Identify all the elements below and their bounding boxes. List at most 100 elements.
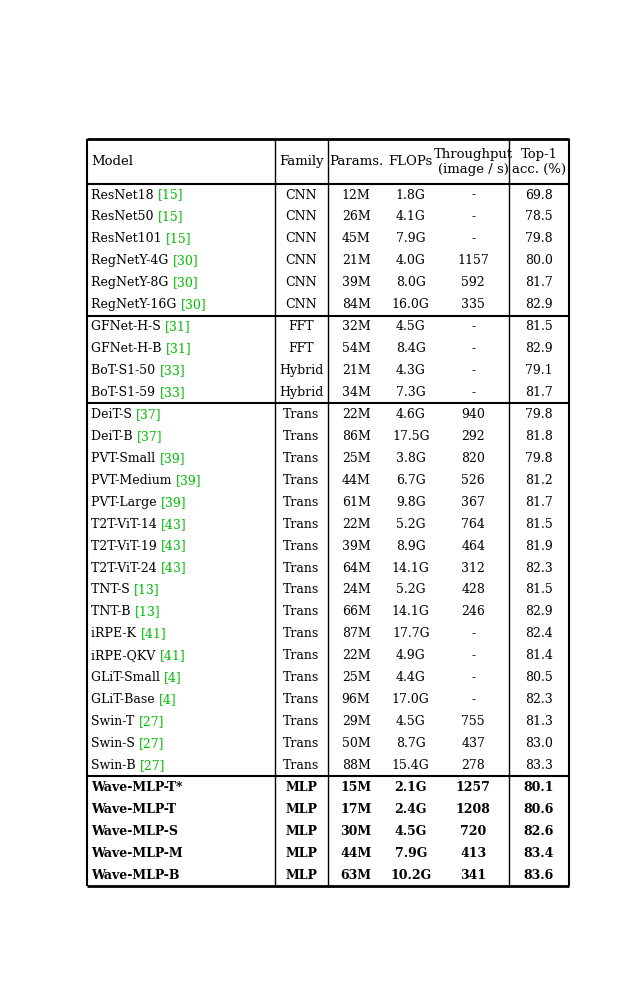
Text: iRPE-QKV: iRPE-QKV xyxy=(92,649,160,662)
Text: 755: 755 xyxy=(461,715,485,728)
Text: 22M: 22M xyxy=(342,518,371,531)
Text: RegNetY-16G: RegNetY-16G xyxy=(92,298,180,311)
Text: 25M: 25M xyxy=(342,671,371,684)
Text: -: - xyxy=(471,364,476,377)
Text: [30]: [30] xyxy=(173,254,198,267)
Text: PVT-Medium: PVT-Medium xyxy=(92,474,176,487)
Text: 367: 367 xyxy=(461,496,485,509)
Text: 22M: 22M xyxy=(342,408,371,421)
Text: Model: Model xyxy=(92,155,133,168)
Text: MLP: MLP xyxy=(285,803,317,816)
Text: 50M: 50M xyxy=(342,737,371,750)
Text: 83.3: 83.3 xyxy=(525,759,553,772)
Text: 83.0: 83.0 xyxy=(525,737,553,750)
Text: Trans: Trans xyxy=(284,583,319,596)
Text: Trans: Trans xyxy=(284,627,319,640)
Text: FFT: FFT xyxy=(289,342,314,355)
Text: 2.4G: 2.4G xyxy=(394,803,427,816)
Text: 82.4: 82.4 xyxy=(525,627,553,640)
Text: -: - xyxy=(471,671,476,684)
Text: 9.8G: 9.8G xyxy=(396,496,426,509)
Text: 39M: 39M xyxy=(342,276,371,289)
Text: 87M: 87M xyxy=(342,627,371,640)
Text: CNN: CNN xyxy=(285,210,317,223)
Text: 17.7G: 17.7G xyxy=(392,627,429,640)
Text: 79.8: 79.8 xyxy=(525,452,553,465)
Text: [39]: [39] xyxy=(161,496,187,509)
Text: 17M: 17M xyxy=(340,803,372,816)
Text: PVT-Small: PVT-Small xyxy=(92,452,159,465)
Text: 5.2G: 5.2G xyxy=(396,518,426,531)
Text: MLP: MLP xyxy=(285,825,317,838)
Text: FFT: FFT xyxy=(289,320,314,333)
Text: CNN: CNN xyxy=(285,298,317,311)
Text: -: - xyxy=(471,693,476,706)
Text: 79.8: 79.8 xyxy=(525,408,553,421)
Text: [39]: [39] xyxy=(176,474,202,487)
Text: [27]: [27] xyxy=(140,737,164,750)
Text: 246: 246 xyxy=(461,605,485,618)
Text: Trans: Trans xyxy=(284,715,319,728)
Text: 82.6: 82.6 xyxy=(524,825,554,838)
Text: Trans: Trans xyxy=(284,562,319,575)
Text: Swin-B: Swin-B xyxy=(92,759,140,772)
Text: ResNet101: ResNet101 xyxy=(92,232,166,245)
Text: 30M: 30M xyxy=(340,825,372,838)
Text: Trans: Trans xyxy=(284,737,319,750)
Text: BoT-S1-59: BoT-S1-59 xyxy=(92,386,159,399)
Text: 764: 764 xyxy=(461,518,485,531)
Text: GFNet-H-S: GFNet-H-S xyxy=(92,320,165,333)
Text: BoT-S1-50: BoT-S1-50 xyxy=(92,364,159,377)
Text: T2T-ViT-14: T2T-ViT-14 xyxy=(92,518,161,531)
Text: 25M: 25M xyxy=(342,452,371,465)
Text: 22M: 22M xyxy=(342,649,371,662)
Text: 437: 437 xyxy=(461,737,485,750)
Text: 278: 278 xyxy=(461,759,485,772)
Text: [15]: [15] xyxy=(166,232,191,245)
Text: Top-1
acc. (%): Top-1 acc. (%) xyxy=(512,148,566,176)
Text: 8.4G: 8.4G xyxy=(396,342,426,355)
Text: 4.6G: 4.6G xyxy=(396,408,426,421)
Text: 526: 526 xyxy=(461,474,485,487)
Text: 16.0G: 16.0G xyxy=(392,298,429,311)
Text: 14.1G: 14.1G xyxy=(392,605,429,618)
Text: 5.2G: 5.2G xyxy=(396,583,426,596)
Text: 82.9: 82.9 xyxy=(525,605,553,618)
Text: 82.9: 82.9 xyxy=(525,342,553,355)
Text: 21M: 21M xyxy=(342,364,371,377)
Text: Trans: Trans xyxy=(284,649,319,662)
Text: 940: 940 xyxy=(461,408,485,421)
Text: CNN: CNN xyxy=(285,276,317,289)
Text: 6.7G: 6.7G xyxy=(396,474,426,487)
Text: -: - xyxy=(471,649,476,662)
Text: FLOPs: FLOPs xyxy=(388,155,433,168)
Text: -: - xyxy=(471,342,476,355)
Text: Trans: Trans xyxy=(284,518,319,531)
Text: 12M: 12M xyxy=(342,189,371,202)
Text: [39]: [39] xyxy=(159,452,185,465)
Text: Trans: Trans xyxy=(284,605,319,618)
Text: Throughput
(image / s): Throughput (image / s) xyxy=(434,148,513,176)
Text: 4.0G: 4.0G xyxy=(396,254,426,267)
Text: 4.1G: 4.1G xyxy=(396,210,426,223)
Text: [43]: [43] xyxy=(161,562,187,575)
Text: Trans: Trans xyxy=(284,671,319,684)
Text: Wave-MLP-S: Wave-MLP-S xyxy=(92,825,179,838)
Text: MLP: MLP xyxy=(285,869,317,882)
Text: 81.9: 81.9 xyxy=(525,540,553,553)
Text: T2T-ViT-24: T2T-ViT-24 xyxy=(92,562,161,575)
Text: Trans: Trans xyxy=(284,408,319,421)
Text: 14.1G: 14.1G xyxy=(392,562,429,575)
Text: CNN: CNN xyxy=(285,189,317,202)
Text: [37]: [37] xyxy=(137,430,163,443)
Text: 4.5G: 4.5G xyxy=(396,715,426,728)
Text: 81.3: 81.3 xyxy=(525,715,553,728)
Text: 3.8G: 3.8G xyxy=(396,452,426,465)
Text: 335: 335 xyxy=(461,298,485,311)
Text: [31]: [31] xyxy=(166,342,191,355)
Text: 39M: 39M xyxy=(342,540,371,553)
Text: 7.3G: 7.3G xyxy=(396,386,426,399)
Text: CNN: CNN xyxy=(285,232,317,245)
Text: Trans: Trans xyxy=(284,693,319,706)
Text: 4.3G: 4.3G xyxy=(396,364,426,377)
